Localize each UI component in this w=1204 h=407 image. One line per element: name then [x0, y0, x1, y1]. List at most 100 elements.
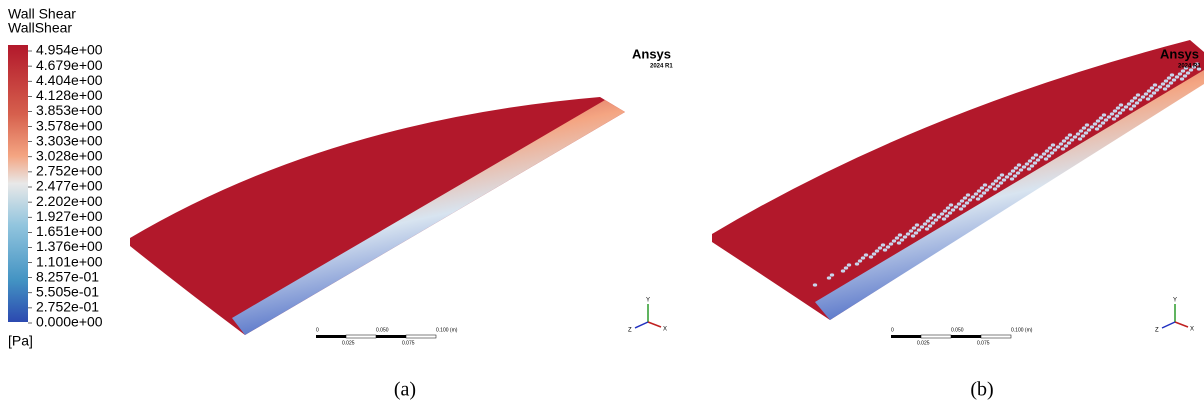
hole	[1005, 175, 1009, 178]
hole	[1047, 154, 1051, 157]
hole	[951, 208, 955, 211]
hole	[1136, 93, 1140, 96]
hole	[1064, 144, 1068, 147]
version: 2024 R1	[650, 64, 673, 70]
hole	[1107, 115, 1111, 118]
scale-bar	[891, 335, 921, 338]
hole	[914, 231, 918, 234]
hole	[957, 202, 961, 205]
hole	[1036, 158, 1040, 161]
hole	[997, 176, 1001, 179]
logo: Ansys	[632, 46, 671, 61]
hole	[945, 214, 949, 217]
legend-label: 2.202e+00	[36, 193, 103, 209]
hole	[928, 224, 932, 227]
hole	[1078, 137, 1082, 140]
hole	[937, 215, 941, 218]
scale-label: 0.100 (m)	[436, 327, 458, 333]
hole	[1008, 172, 1012, 175]
scale-bar	[316, 335, 346, 338]
hole	[813, 283, 817, 286]
scale-label: 0	[891, 327, 894, 333]
colorbar	[8, 45, 28, 322]
hole	[1138, 98, 1142, 101]
hole	[1067, 141, 1071, 144]
hole	[1178, 72, 1182, 75]
hole	[1119, 103, 1123, 106]
hole	[841, 269, 845, 272]
hole	[1141, 95, 1145, 98]
hole	[1147, 89, 1151, 92]
hole	[974, 192, 978, 195]
hole	[875, 249, 879, 252]
hole	[1031, 156, 1035, 159]
hole	[948, 211, 952, 214]
hole	[872, 252, 876, 255]
hole	[1070, 138, 1074, 141]
hole	[830, 273, 834, 276]
hole	[1013, 174, 1017, 177]
hole	[1039, 155, 1043, 158]
hole	[1104, 118, 1108, 121]
axis-z	[635, 322, 648, 328]
hole	[1068, 133, 1072, 136]
hole	[959, 207, 963, 210]
hole	[1116, 106, 1120, 109]
hole	[864, 253, 868, 256]
hole	[1161, 82, 1165, 85]
hole	[883, 248, 887, 251]
hole	[1146, 97, 1150, 100]
hole	[1152, 91, 1156, 94]
hole	[1166, 84, 1170, 87]
hole	[1132, 104, 1136, 107]
hole	[983, 183, 987, 186]
scale-label: 0.100 (m)	[1011, 327, 1033, 333]
hole	[1034, 153, 1038, 156]
hole	[1129, 107, 1133, 110]
axis-x	[648, 322, 661, 327]
hole	[985, 188, 989, 191]
hole	[847, 263, 851, 266]
scale-bar	[406, 335, 436, 338]
hole	[1124, 105, 1128, 108]
hole	[1167, 76, 1171, 79]
hole	[1127, 102, 1131, 105]
hole	[886, 245, 890, 248]
hole	[1130, 99, 1134, 102]
hole	[920, 225, 924, 228]
figure: Wall Shear WallShear [Pa] 4.954e+004.679…	[0, 0, 1204, 407]
hole	[1101, 121, 1105, 124]
axis-label: X	[663, 327, 667, 333]
hole	[999, 181, 1003, 184]
hole	[931, 221, 935, 224]
legend-labels: 4.954e+004.679e+004.404e+004.128e+003.85…	[28, 42, 103, 330]
hole	[1150, 86, 1154, 89]
hole	[1155, 88, 1159, 91]
hole	[1181, 69, 1185, 72]
axis-label: X	[1190, 327, 1194, 333]
caption: (b)	[970, 379, 993, 401]
hole	[1180, 77, 1184, 80]
hole	[1093, 122, 1097, 125]
legend-label: 4.128e+00	[36, 87, 103, 103]
hole	[1099, 116, 1103, 119]
hole	[1085, 123, 1089, 126]
hole	[827, 276, 831, 279]
hole	[976, 197, 980, 200]
hole	[889, 242, 893, 245]
hole	[1048, 146, 1052, 149]
hole	[1175, 75, 1179, 78]
legend-label: 0.000e+00	[36, 314, 103, 330]
hole	[1102, 113, 1106, 116]
legend-label: 5.505e-01	[36, 283, 99, 299]
hole	[1133, 96, 1137, 99]
hole	[949, 203, 953, 206]
hole	[965, 201, 969, 204]
scale-label: 0.075	[402, 340, 415, 346]
legend-label: 3.853e+00	[36, 102, 103, 118]
hole	[966, 193, 970, 196]
hole	[932, 213, 936, 216]
legend-unit: [Pa]	[8, 333, 33, 349]
axis-label: Z	[628, 328, 632, 334]
hole	[1056, 145, 1060, 148]
